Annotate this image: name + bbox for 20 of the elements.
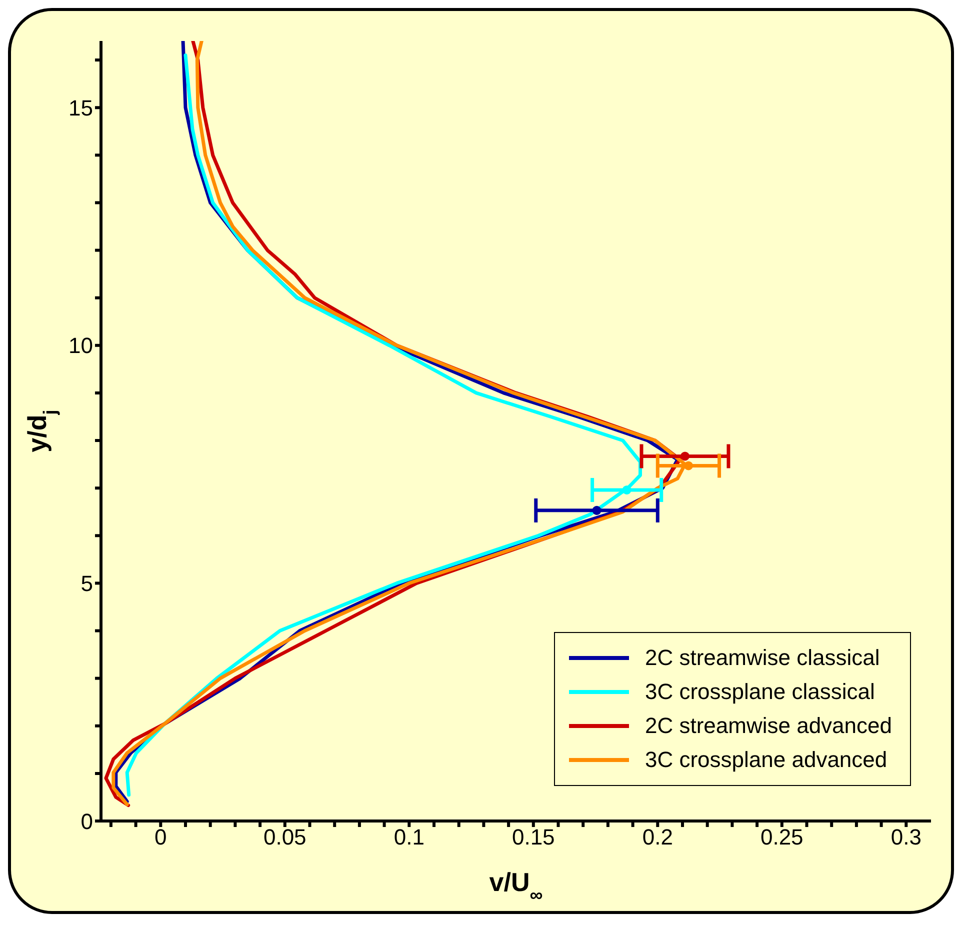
y-tick-label: 0	[80, 808, 93, 834]
legend-label: 2C streamwise classical	[644, 645, 880, 671]
point	[684, 461, 693, 470]
legend-label: 3C crossplane classical	[644, 679, 875, 705]
x-tick-label: 0.05	[263, 824, 306, 850]
x-tick-label: 0.3	[890, 824, 922, 850]
x-axis-title: v/U$_{∞}$	[489, 867, 543, 905]
x-tick-label: 0.25	[760, 824, 804, 850]
x-tick-label: 0.2	[642, 824, 673, 850]
y-tick-label: 5	[80, 571, 93, 596]
x-tick-label: 0.1	[394, 824, 424, 850]
x-tick-label: 0	[154, 824, 167, 850]
x-tick-label: 0.15	[512, 824, 555, 850]
legend-label: 2C streamwise advanced	[644, 713, 892, 739]
point	[592, 506, 602, 515]
legend-label: 3C crossplane advanced	[644, 747, 888, 773]
point	[680, 452, 690, 461]
point	[622, 485, 632, 494]
y-tick-label: 10	[68, 333, 93, 358]
y-tick-label: 15	[68, 95, 93, 120]
